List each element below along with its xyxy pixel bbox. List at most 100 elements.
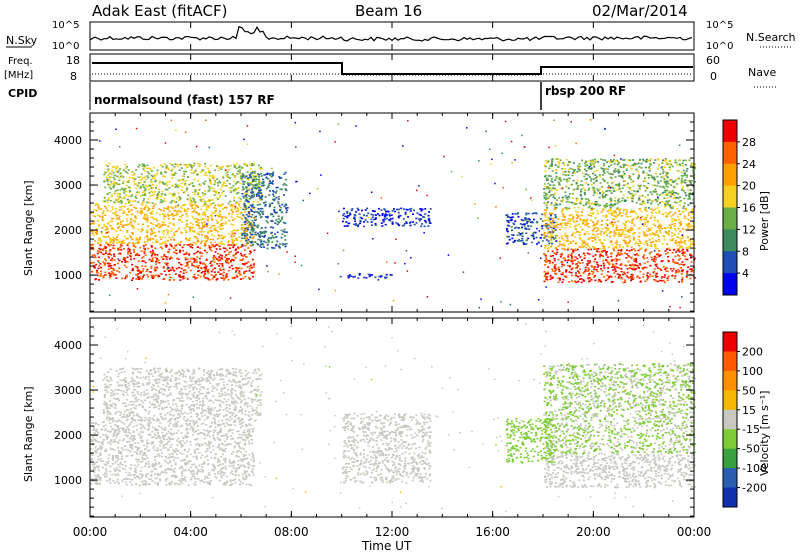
scatter-patch-0 (90, 421, 256, 487)
power-ylabel: Slant Range [km] (22, 180, 35, 276)
colorbar-tick: 20 (742, 180, 756, 193)
power-cbar-label: Power [dB] (758, 191, 771, 251)
colorbar-segment (723, 390, 737, 411)
colorbar-segment (723, 163, 737, 187)
colorbar-segment (723, 141, 737, 165)
nave-tick-top: 60 (706, 54, 720, 67)
site-title: Adak East (fitACF) (92, 2, 227, 20)
cpid-mode-1: normalsound (fast) 157 RF (94, 93, 275, 107)
ytick-label: 3000 (54, 384, 82, 397)
scatter-patch-1 (102, 367, 263, 424)
nave-label: Nave (748, 66, 776, 79)
colorbar-tick: 4 (742, 267, 749, 280)
scatter-patch-3 (505, 417, 558, 464)
colorbar-tick: -15 (742, 423, 760, 436)
scatter-patch-4 (339, 273, 393, 279)
xtick-label: 00:00 (73, 525, 108, 539)
scatter-patch-1 (90, 203, 256, 246)
nsearch-label: N.Search (746, 31, 796, 44)
colorbar-tick: -200 (742, 482, 767, 495)
velocity-scatter (90, 323, 696, 513)
noise-points (90, 323, 695, 513)
time-axis: 00:00 04:00 08:00 12:00 16:00 20:00 00:00 (73, 22, 712, 539)
colorbar-segment (723, 487, 737, 508)
scatter-patch-8 (543, 207, 696, 250)
ytick-label: 4000 (54, 339, 82, 352)
colorbar-segment (723, 468, 737, 489)
colorbar-segment (723, 207, 737, 230)
colorbar-segment (723, 448, 737, 469)
cpid-mode-2: rbsp 200 RF (545, 84, 626, 98)
x-axis-label: Time UT (361, 539, 412, 553)
scatter-patch-2 (341, 412, 432, 484)
velocity-cbar-label: Velocity [m s⁻¹] (758, 391, 771, 476)
scatter-patch-5 (341, 207, 432, 228)
scatter-patch-0 (90, 243, 256, 281)
power-colorbar: 4 8 12 16 20 24 28 (722, 119, 756, 296)
nsky-tick-top: 10^5 (52, 20, 79, 31)
ytick-label: 4000 (54, 134, 82, 147)
power-scatter (90, 119, 696, 309)
colorbar-tick: 200 (742, 345, 763, 358)
colorbar-tick: -50 (742, 443, 760, 456)
nsky-trace (89, 25, 693, 42)
colorbar-tick: 16 (742, 202, 756, 215)
colorbar-segment (723, 251, 737, 274)
xtick-label: 20:00 (576, 525, 611, 539)
cpid-label: CPID (8, 87, 37, 100)
scatter-patch-5 (543, 363, 696, 455)
colorbar-tick: 15 (742, 404, 756, 417)
freq-label-1: Freq. (8, 56, 33, 67)
xtick-label: 12:00 (375, 525, 410, 539)
cpid-panel: CPID normalsound (fast) 157 RF rbsp 200 … (8, 82, 626, 110)
ytick-label: 3000 (54, 179, 82, 192)
xtick-label: 08:00 (274, 525, 309, 539)
nsky-label: N.Sky (6, 34, 38, 47)
ytick-label: 2000 (54, 224, 82, 237)
freq-trace (92, 62, 693, 75)
colorbar-tick: 50 (742, 384, 756, 397)
colorbar-segment (723, 351, 737, 372)
nsearch-tick-top: 10^5 (706, 20, 733, 31)
ytick-label: 2000 (54, 429, 82, 442)
beam-title: Beam 16 (355, 2, 422, 20)
colorbar-tick: 24 (742, 158, 756, 171)
freq-tick-top: 18 (66, 54, 80, 67)
velocity-ylabel: Slant Range [km] (22, 386, 35, 482)
scatter-patch-2 (102, 162, 263, 205)
colorbar-segment (723, 229, 737, 252)
colorbar-segment (723, 332, 737, 352)
freq-label-2: [MHz] (4, 70, 33, 81)
nsky-tick-bottom: 10^0 (52, 41, 79, 52)
colorbar-segment (723, 409, 737, 430)
colorbar-segment (723, 370, 737, 391)
xtick-label: 16:00 (475, 525, 510, 539)
colorbar-segment (723, 429, 737, 450)
noise-points (98, 119, 696, 309)
ytick-label: 1000 (54, 474, 82, 487)
colorbar-segment (723, 185, 737, 208)
scatter-patch-6 (505, 212, 558, 245)
colorbar-tick: -100 (742, 462, 767, 475)
date-title: 02/Mar/2014 (592, 2, 688, 20)
scatter-patch-9 (543, 158, 696, 210)
xtick-label: 04:00 (173, 525, 208, 539)
scatter-patch-3 (241, 171, 289, 250)
colorbar-tick: 28 (742, 136, 756, 149)
freq-panel: Freq. [MHz] 18 8 60 0 Nave (4, 53, 778, 88)
scatter-patch-4 (543, 453, 696, 489)
xtick-label: 00:00 (677, 525, 712, 539)
power-panel: 1000 2000 3000 4000 Slant Range [km] 4 8 12 16… (22, 112, 771, 313)
colorbar-tick: 100 (742, 365, 763, 378)
nsearch-tick-bottom: 10^0 (706, 41, 733, 52)
velocity-panel: 1000 2000 3000 4000 Slant Range [km] 200 100… (22, 317, 771, 518)
colorbar-tick: 12 (742, 223, 756, 236)
nsky-panel: N.Sky 10^5 10^0 10^5 10^0 N.Search (6, 20, 796, 52)
nave-tick-bottom: 0 (710, 70, 717, 83)
colorbar-segment (723, 273, 737, 296)
colorbar-segment (723, 120, 737, 143)
ytick-label: 1000 (54, 269, 82, 282)
scatter-patch-7 (543, 248, 696, 284)
freq-tick-bottom: 8 (70, 70, 77, 83)
